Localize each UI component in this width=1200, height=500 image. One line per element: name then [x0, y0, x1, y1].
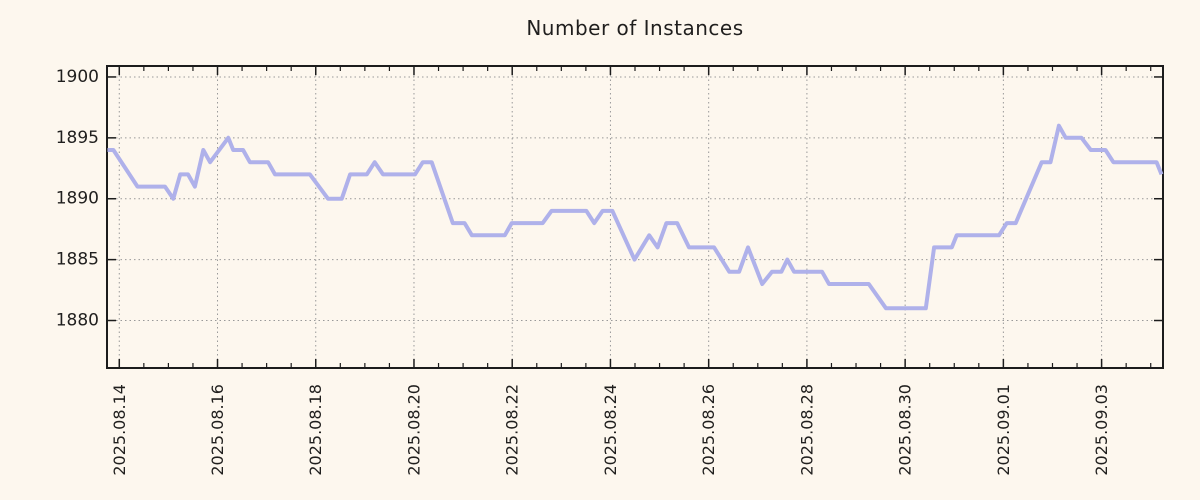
x-axis-tick-label: 2025.08.14 — [110, 384, 129, 476]
data-line — [107, 123, 1164, 311]
x-axis-tick-label: 2025.08.18 — [306, 384, 325, 476]
x-axis-tick-label: 2025.08.26 — [699, 384, 718, 476]
x-axis-tick-label: 2025.08.28 — [797, 384, 816, 476]
plot-border — [106, 65, 1164, 369]
y-axis-tick-label: 1885 — [56, 250, 99, 270]
x-axis-tick-label: 2025.08.20 — [404, 384, 423, 476]
y-axis-tick-label: 1890 — [56, 189, 99, 209]
y-axis-tick-label: 1900 — [56, 67, 99, 87]
x-axis-tick-label: 2025.08.16 — [208, 384, 227, 476]
y-axis-tick-label: 1895 — [56, 128, 99, 148]
chart-title: Number of Instances — [526, 16, 744, 40]
x-axis-tick-label: 2025.08.22 — [503, 384, 522, 476]
x-axis-tick-label: 2025.08.24 — [601, 384, 620, 476]
y-axis-tick-label: 1880 — [56, 311, 99, 331]
x-axis-tick-label: 2025.08.30 — [896, 384, 915, 476]
x-axis-tick-label: 2025.09.03 — [1092, 384, 1111, 476]
x-axis-tick-label: 2025.09.01 — [994, 384, 1013, 476]
